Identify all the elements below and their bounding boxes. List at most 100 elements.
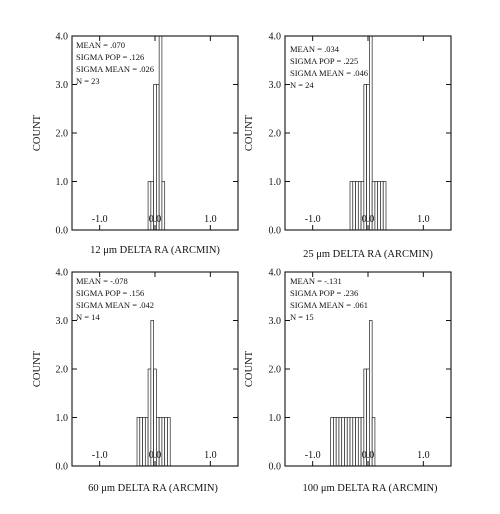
- histogram-bar-25um: [363, 84, 367, 231]
- x-tick-label-60um: 0.0: [149, 450, 162, 461]
- stat-sigma-pop-25um: SIGMA POP = .225: [290, 56, 358, 66]
- panel-12um: 0.0 1.0 2.0 3.0 4.0 -1.0 0.0 1.0 MEAN = .070 SI…: [32, 32, 239, 256]
- stat-sigma-mean-12um: SIGMA MEAN = .026: [76, 64, 154, 74]
- histogram-bar-25um: [366, 84, 370, 231]
- stat-sigma-pop-60um: SIGMA POP = .156: [76, 288, 144, 298]
- stat-n-12um: N = 23: [76, 76, 100, 86]
- histogram-bar-12um: [158, 35, 163, 231]
- histogram-bar-25um: [374, 181, 379, 231]
- histogram-bar-100um: [330, 417, 334, 467]
- x-tick-label-100um: 0.0: [362, 450, 375, 461]
- stat-n-60um: N = 14: [76, 312, 100, 322]
- panel-25um: 0.0 1.0 2.0 3.0 4.0 -1.0 0.0 1.0 MEAN = .034 SI…: [244, 32, 452, 260]
- histogram-bar-60um: [144, 417, 149, 467]
- stat-sigma-mean-60um: SIGMA MEAN = .042: [76, 300, 154, 310]
- histogram-bar-100um: [344, 417, 348, 467]
- x-tick-label-25um: -1.0: [305, 214, 321, 225]
- ticks-60um: 0.0 1.0 2.0 3.0 4.0 -1.0 0.0 1.0: [56, 268, 238, 473]
- stat-sigma-mean-25um: SIGMA MEAN = .046: [290, 68, 368, 78]
- y-tick-label-25um: 4.0: [269, 32, 282, 43]
- bars-12um: [147, 35, 166, 231]
- ticks-25um: 0.0 1.0 2.0 3.0 4.0 -1.0 0.0 1.0: [269, 32, 451, 237]
- bars-60um: [136, 320, 171, 467]
- stat-mean-12um: MEAN = .070: [76, 40, 125, 50]
- panel-100um: 0.0 1.0 2.0 3.0 4.0 -1.0 0.0 1.0 MEAN = -.131 S…: [244, 268, 452, 494]
- histogram-bar-60um: [167, 417, 171, 467]
- stat-mean-100um: MEAN = -.131: [290, 276, 342, 286]
- ylabel-25um: COUNT: [244, 114, 255, 151]
- y-tick-label-100um: 0.0: [269, 462, 282, 473]
- ticks-12um: 0.0 1.0 2.0 3.0 4.0 -1.0 0.0 1.0: [56, 32, 238, 237]
- histogram-bar-25um: [357, 181, 362, 231]
- y-tick-label-100um: 3.0: [269, 316, 282, 327]
- stat-mean-25um: MEAN = .034: [290, 44, 340, 54]
- histogram-bar-100um: [349, 417, 354, 467]
- histogram-bar-60um: [150, 320, 154, 467]
- y-tick-label-25um: 1.0: [269, 177, 282, 188]
- x-tick-label-12um: 1.0: [204, 214, 217, 225]
- y-tick-label-100um: 4.0: [269, 268, 282, 279]
- y-tick-label-60um: 3.0: [56, 316, 69, 327]
- histogram-bar-12um: [156, 84, 160, 231]
- stat-sigma-pop-12um: SIGMA POP = .126: [76, 52, 144, 62]
- ylabel-100um: COUNT: [244, 350, 255, 387]
- y-tick-label-100um: 1.0: [269, 413, 282, 424]
- histogram-bar-60um: [136, 417, 141, 467]
- x-tick-label-12um: 0.0: [149, 214, 162, 225]
- xlabel-12um: 12 μm DELTA RA (ARCMIN): [90, 245, 220, 256]
- stat-n-100um: N = 15: [290, 312, 314, 322]
- bars-100um: [330, 320, 376, 467]
- x-tick-label-12um: -1.0: [92, 214, 108, 225]
- ylabel-12um: COUNT: [32, 114, 43, 151]
- y-tick-label-25um: 0.0: [269, 226, 282, 237]
- histogram-bar-100um: [346, 417, 351, 467]
- stat-sigma-mean-100um: SIGMA MEAN = .061: [290, 300, 368, 310]
- histogram-bar-25um: [380, 181, 384, 231]
- y-tick-label-100um: 2.0: [269, 365, 282, 376]
- stat-mean-60um: MEAN = -.078: [76, 276, 128, 286]
- histogram-bar-60um: [139, 417, 143, 467]
- histogram-bar-25um: [377, 181, 381, 231]
- histogram-bar-60um: [142, 417, 146, 467]
- x-tick-label-100um: -1.0: [305, 450, 321, 461]
- x-tick-label-25um: 1.0: [417, 214, 430, 225]
- histogram-bar-100um: [355, 417, 359, 467]
- y-tick-label-12um: 4.0: [56, 32, 69, 43]
- y-tick-label-60um: 0.0: [56, 462, 69, 473]
- ylabel-60um: COUNT: [32, 350, 43, 387]
- y-tick-label-60um: 4.0: [56, 268, 69, 279]
- histogram-bar-25um: [369, 35, 373, 231]
- histogram-bar-12um: [161, 181, 166, 231]
- ticks-100um: 0.0 1.0 2.0 3.0 4.0 -1.0 0.0 1.0: [269, 268, 451, 473]
- histogram-bar-100um: [357, 417, 362, 467]
- stat-n-25um: N = 24: [290, 80, 314, 90]
- x-tick-label-60um: -1.0: [92, 450, 108, 461]
- histogram-bar-100um: [333, 417, 337, 467]
- histogram-bar-25um: [355, 181, 359, 231]
- histogram-bar-25um: [349, 181, 354, 231]
- x-tick-label-60um: 1.0: [204, 450, 217, 461]
- y-tick-label-12um: 1.0: [56, 177, 69, 188]
- y-tick-label-12um: 0.0: [56, 226, 69, 237]
- histogram-bar-100um: [338, 417, 343, 467]
- panel-60um: 0.0 1.0 2.0 3.0 4.0 -1.0 0.0 1.0 MEAN = -.078 S…: [32, 268, 239, 494]
- stat-sigma-pop-100um: SIGMA POP = .236: [290, 288, 358, 298]
- histogram-bar-25um: [352, 181, 356, 231]
- y-tick-label-25um: 3.0: [269, 80, 282, 91]
- xlabel-60um: 60 μm DELTA RA (ARCMIN): [88, 483, 218, 494]
- xlabel-100um: 100 μm DELTA RA (ARCMIN): [302, 483, 438, 494]
- y-tick-label-12um: 3.0: [56, 80, 69, 91]
- histogram-bar-100um: [352, 417, 356, 467]
- histogram-bar-60um: [161, 417, 166, 467]
- x-tick-label-100um: 1.0: [417, 450, 430, 461]
- y-tick-label-25um: 2.0: [269, 129, 282, 140]
- histogram-bar-100um: [335, 417, 340, 467]
- histogram-bar-100um: [369, 320, 373, 467]
- y-tick-label-12um: 2.0: [56, 129, 69, 140]
- histogram-bar-100um: [341, 417, 345, 467]
- y-tick-label-60um: 2.0: [56, 365, 69, 376]
- histogram-bar-25um: [382, 181, 387, 231]
- y-tick-label-60um: 1.0: [56, 413, 69, 424]
- xlabel-25um: 25 μm DELTA RA (ARCMIN): [303, 249, 433, 260]
